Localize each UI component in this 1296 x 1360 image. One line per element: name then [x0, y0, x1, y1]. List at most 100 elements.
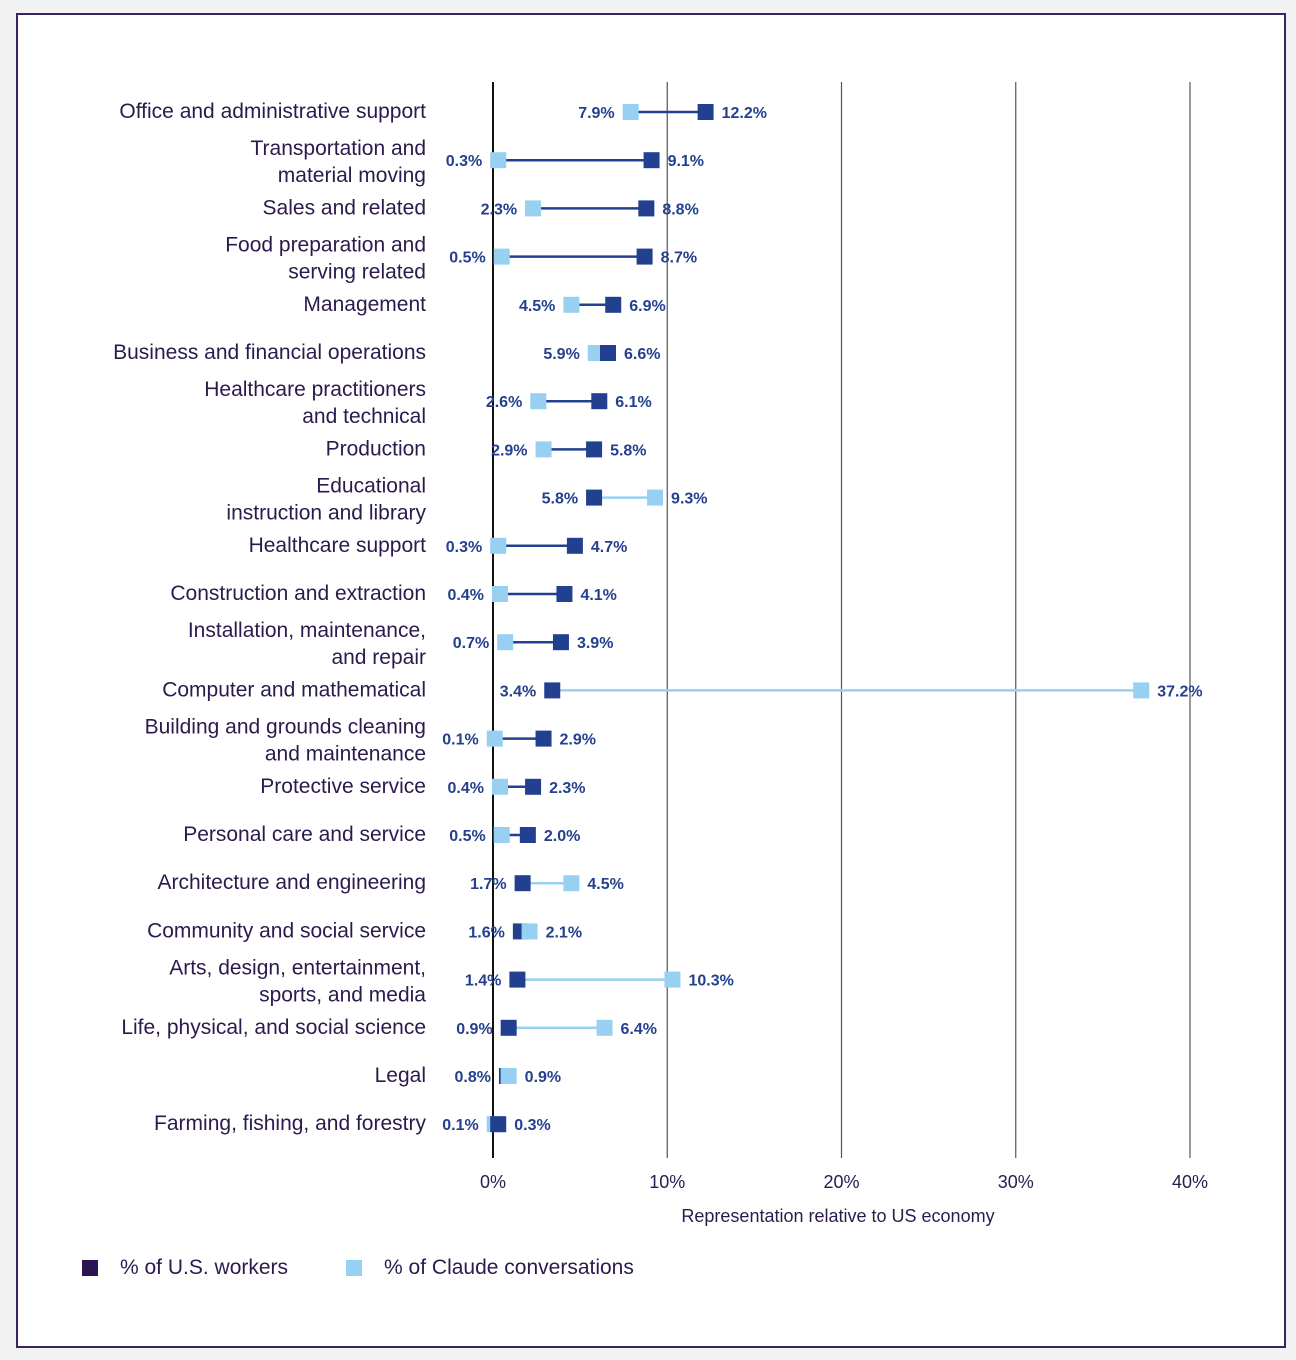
dumbbell-row: 0.9% 6.4% [456, 1019, 657, 1038]
value-label-claude: 10.3% [688, 973, 733, 990]
category-label-line: Management [303, 293, 426, 316]
value-label-claude: 2.9% [491, 442, 527, 459]
legend-swatch-claude [346, 1260, 363, 1276]
value-label-workers: 3.9% [577, 635, 613, 652]
category-label: Farming, fishing, and forestry [154, 1112, 426, 1135]
value-label-workers: 2.3% [549, 780, 585, 797]
marker-workers [519, 827, 536, 843]
dumbbell-row: 2.9% 5.8% [491, 441, 647, 459]
value-label-claude: 4.5% [587, 876, 623, 893]
marker-workers [509, 971, 526, 988]
dumbbell-row: 0.5% 8.7% [449, 248, 697, 267]
category-label: Transportation and material moving [251, 137, 427, 187]
category-label-line: Installation, maintenance, [188, 619, 426, 642]
category-label: Personal care and service [183, 823, 426, 846]
value-label-workers: 12.2% [722, 105, 767, 122]
legend-label-claude: % of Claude conversations [384, 1256, 634, 1279]
marker-claude [622, 104, 639, 120]
marker-claude [587, 345, 604, 361]
marker-claude [1133, 682, 1150, 699]
category-label-line: sports, and media [259, 984, 426, 1007]
category-label: Arts, design, entertainment, sports, and … [169, 957, 426, 1007]
legend: % of U.S. workers % of Claude conversati… [82, 1256, 692, 1280]
value-label-workers: 4.1% [580, 587, 616, 604]
value-label-workers: 6.1% [615, 394, 651, 411]
category-label-line: Community and social service [147, 919, 426, 942]
value-label-claude: 0.4% [448, 587, 484, 604]
category-label-line: Life, physical, and social science [121, 1016, 426, 1039]
category-label: Healthcare support [249, 534, 427, 557]
marker-claude [596, 1019, 613, 1036]
marker-claude [535, 441, 552, 458]
category-labels: Office and administrative support Transpo… [113, 100, 426, 1135]
x-tick-label: 20% [823, 1172, 859, 1192]
dumbbell-row: 0.5% 2.0% [449, 827, 580, 845]
marker-claude [664, 971, 681, 988]
value-label-claude: 0.1% [442, 732, 478, 749]
value-label-workers: 0.3% [514, 1117, 550, 1134]
value-label-claude: 4.5% [519, 298, 555, 315]
category-label: Computer and mathematical [162, 678, 426, 701]
value-label-claude: 2.3% [481, 201, 517, 218]
category-label-line: and repair [331, 646, 426, 669]
dumbbell-row: 0.3% 9.1% [446, 152, 704, 170]
x-axis-ticks: 0% 10% 20% 30% 40% [480, 1172, 1208, 1192]
dumbbell-row: 1.7% 4.5% [470, 875, 624, 893]
marker-workers [544, 682, 561, 699]
marker-workers [600, 345, 617, 361]
value-label-workers: 3.4% [500, 683, 536, 700]
value-label-workers: 1.6% [468, 924, 504, 941]
value-label-claude: 0.5% [449, 250, 485, 267]
marker-workers [638, 200, 655, 217]
marker-claude [490, 537, 507, 554]
category-label: Office and administrative support [119, 100, 426, 123]
marker-workers [525, 778, 542, 795]
value-label-claude: 0.4% [448, 780, 484, 797]
category-label: Protective service [260, 775, 426, 798]
value-label-claude: 0.1% [442, 1117, 478, 1134]
category-label-line: Arts, design, entertainment, [169, 957, 426, 980]
category-label-line: Sales and related [263, 196, 426, 219]
value-label-workers: 1.4% [465, 973, 501, 990]
category-label: Building and grounds cleaning and mainten… [145, 716, 426, 766]
value-label-workers: 2.9% [560, 732, 596, 749]
dumbbell-row: 0.1% 0.3% [442, 1116, 551, 1134]
marker-claude [563, 296, 580, 313]
value-label-workers: 2.0% [544, 828, 580, 845]
legend-swatch-workers [82, 1260, 98, 1276]
marker-claude [647, 489, 664, 506]
value-label-workers: 6.6% [624, 346, 660, 363]
dumbbell-row: 3.4% 37.2% [500, 682, 1203, 700]
category-label-line: Protective service [260, 775, 426, 798]
category-label: Business and financial operations [113, 341, 426, 364]
category-label: Management [303, 293, 426, 316]
value-label-claude: 2.1% [546, 924, 582, 941]
value-label-workers: 0.8% [454, 1069, 490, 1086]
value-label-claude: 0.7% [453, 635, 489, 652]
marker-workers [643, 152, 660, 169]
value-label-claude: 2.6% [486, 394, 522, 411]
marker-claude [525, 200, 542, 217]
dumbbell-row: 1.6% 2.1% [468, 923, 582, 941]
dumbbell-row: 0.4% 2.3% [448, 778, 586, 797]
category-label-line: Office and administrative support [119, 100, 426, 123]
marker-workers [500, 1019, 517, 1036]
dumbbell-row: 0.3% 4.7% [446, 537, 627, 556]
category-label-line: Healthcare support [249, 534, 427, 557]
category-label-line: instruction and library [226, 502, 426, 525]
category-label: Legal [375, 1064, 426, 1087]
value-label-claude: 0.3% [446, 153, 482, 170]
marker-claude [521, 923, 538, 940]
marker-workers [535, 730, 552, 747]
value-label-claude: 9.3% [671, 491, 707, 508]
marker-workers [552, 634, 569, 651]
marker-claude [493, 248, 510, 265]
data-marks: 7.9% 12.2% 0.3% 9.1% 2.3% 8.8% 0.5% 8.7% 4.5% 6.9… [442, 104, 1203, 1134]
category-label: Architecture and engineering [157, 871, 426, 894]
dumbbell-row: 7.9% 12.2% [578, 104, 767, 122]
category-label: Educational instruction and library [226, 475, 426, 525]
category-label-line: Healthcare practitioners [204, 378, 426, 401]
marker-claude [491, 778, 508, 795]
category-label: Installation, maintenance, and repair [188, 619, 426, 669]
